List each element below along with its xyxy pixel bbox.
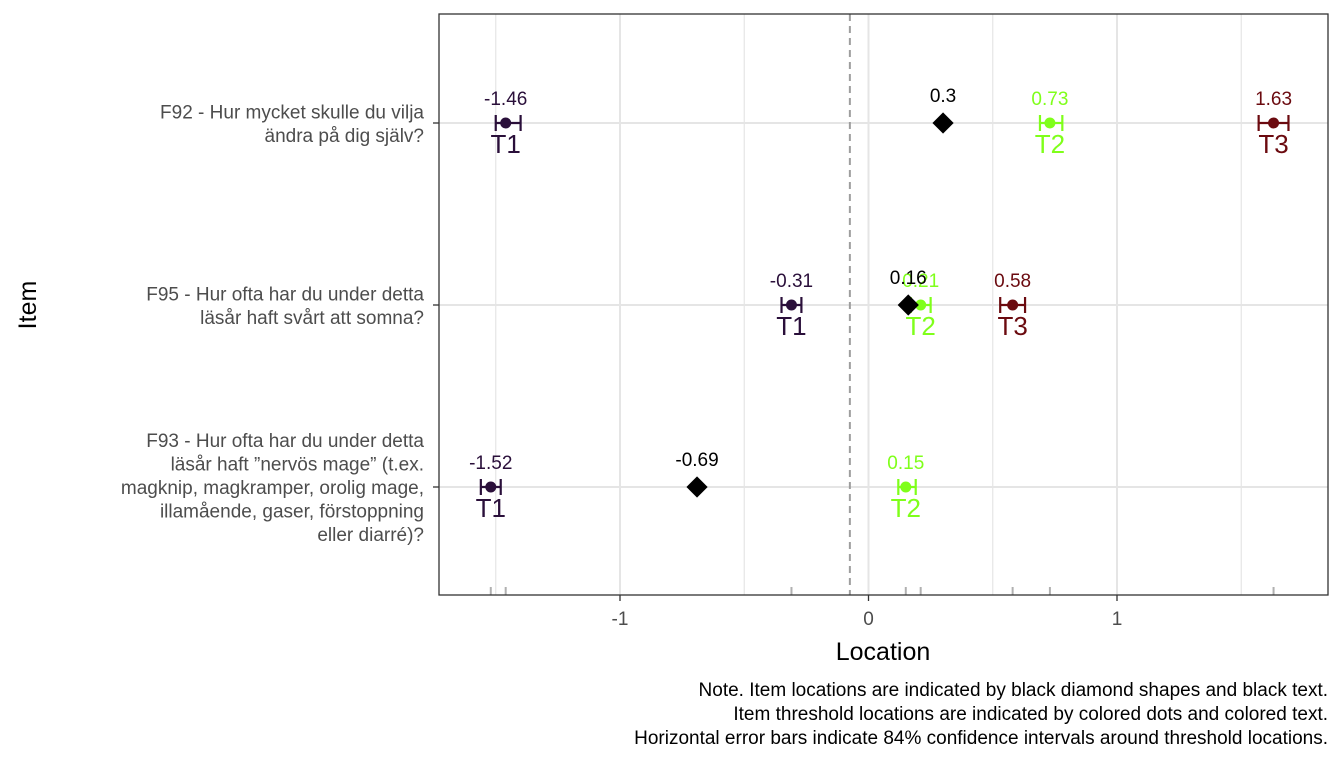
threshold-value-label: 0.73 [1031, 89, 1068, 110]
item-location-label: -0.69 [675, 450, 718, 471]
threshold-value-label: 1.63 [1255, 89, 1292, 110]
threshold-name-label: T2 [906, 311, 936, 341]
y-item-label: illamående, gaser, förstoppning [160, 502, 424, 523]
threshold-point [1044, 117, 1056, 129]
x-tick-label: 0 [863, 609, 874, 630]
chart-note: Note. Item locations are indicated by bl… [634, 679, 1328, 751]
y-item-label: magknip, magkramper, orolig mage, [121, 478, 424, 499]
threshold-point [1007, 299, 1019, 311]
item-location-diamond [897, 294, 919, 316]
item-location-label: 0.16 [890, 268, 927, 289]
threshold-point [915, 299, 927, 311]
y-item-label: F93 - Hur ofta har du under detta [146, 431, 424, 452]
threshold-name-label: T1 [491, 129, 521, 159]
y-axis-title: Item [14, 281, 42, 330]
threshold-name-label: T1 [476, 493, 506, 523]
x-tick-label: -1 [612, 609, 629, 630]
y-item-label: ändra på dig själv? [265, 126, 425, 147]
plot-marks: -1.46 T1 0.73 T2 1.63 T3 0.3 -0.31 T1 0.21 T2 0.58 T… [469, 86, 1292, 523]
threshold-name-label: T3 [997, 311, 1027, 341]
bottom-rug-ticks [489, 587, 1275, 595]
threshold-point [1268, 117, 1280, 129]
y-item-label: läsår haft svårt att somna? [200, 308, 424, 329]
item-location-label: 0.3 [930, 86, 956, 107]
axes: -1 0 1 F92 - Hur mycket skulle du vilja ändr… [121, 102, 1122, 630]
threshold-value-label: 0.15 [887, 453, 924, 474]
note-line-3: Horizontal error bars indicate 84% confi… [634, 728, 1328, 749]
threshold-name-label: T2 [891, 493, 921, 523]
threshold-point [900, 481, 912, 493]
y-item-label: F92 - Hur mycket skulle du vilja [160, 102, 424, 123]
x-axis-title: Location [836, 638, 931, 666]
threshold-value-label: -1.46 [484, 89, 527, 110]
x-tick-label: 1 [1112, 609, 1123, 630]
threshold-value-label: -1.52 [469, 453, 512, 474]
item-location-diamond [686, 476, 708, 498]
note-line-1: Note. Item locations are indicated by bl… [698, 680, 1328, 701]
threshold-point [500, 117, 512, 129]
threshold-name-label: T1 [776, 311, 806, 341]
y-item-label: eller diarré)? [317, 525, 424, 546]
item-location-diamond [932, 112, 954, 134]
threshold-value-label: 0.58 [994, 271, 1031, 292]
y-item-label: F95 - Hur ofta har du under detta [146, 284, 424, 305]
threshold-name-label: T2 [1035, 129, 1065, 159]
threshold-point [485, 481, 497, 493]
threshold-point [785, 299, 797, 311]
grid-lines [439, 14, 1328, 595]
note-line-2: Item threshold locations are indicated b… [733, 704, 1328, 725]
threshold-value-label: 0.21 [902, 271, 939, 292]
y-item-label: läsår haft ”nervös mage” (t.ex. [171, 455, 424, 476]
threshold-name-label: T3 [1258, 129, 1288, 159]
threshold-value-label: -0.31 [770, 271, 813, 292]
